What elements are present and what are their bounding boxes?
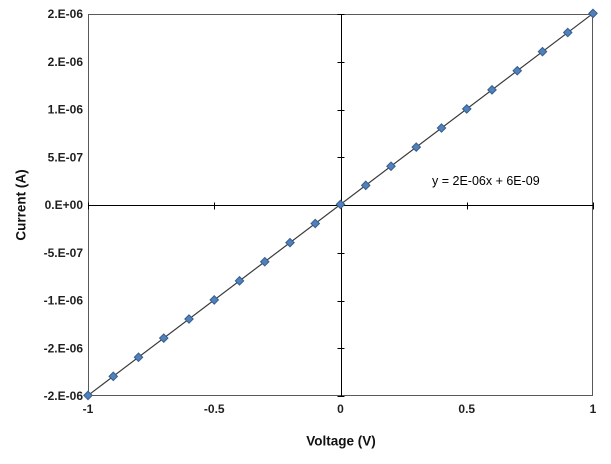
y-tick-label: -2.E-06 [44, 389, 84, 403]
x-tick-label: -0.5 [204, 402, 225, 416]
data-point-marker [108, 371, 119, 382]
data-point-marker [562, 27, 573, 38]
y-tick-label: 1.E-06 [48, 103, 84, 117]
y-axis-title: Current (A) [13, 169, 29, 241]
data-point-marker [158, 333, 169, 344]
data-point-marker [83, 390, 93, 401]
data-point-marker [588, 8, 598, 19]
x-tick-label: 1 [590, 402, 597, 416]
x-tick-label: 0.5 [458, 402, 475, 416]
data-point-marker [209, 295, 220, 305]
data-point-marker [360, 180, 371, 191]
y-tick-label: 5.E-07 [48, 150, 84, 164]
data-point-marker [234, 275, 245, 286]
y-tick-label: -1.E-06 [44, 294, 84, 308]
data-point-marker [259, 256, 270, 267]
data-point-marker [537, 46, 548, 57]
x-tick-label: 0 [337, 402, 344, 416]
data-point-marker [487, 84, 497, 95]
y-tick-label: 2.E-06 [48, 55, 84, 69]
y-tick-label: -2.E-06 [44, 341, 84, 355]
data-point-marker [133, 352, 144, 363]
data-point-marker [386, 161, 396, 172]
data-point-marker [184, 314, 194, 324]
x-axis-title: Voltage (V) [306, 433, 376, 449]
y-tick-label: 0.E+00 [45, 198, 84, 212]
data-point-marker [411, 142, 422, 153]
data-point-marker [436, 123, 447, 133]
y-tick-label: 2.E-06 [48, 7, 84, 21]
data-point-marker [285, 237, 295, 248]
trendline-equation: y = 2E-06x + 6E-09 [432, 174, 540, 188]
x-tick-label: -1 [83, 402, 94, 416]
data-point-marker [512, 65, 523, 76]
data-point-marker [461, 104, 472, 114]
data-point-marker [310, 218, 321, 229]
y-tick-label: -5.E-07 [44, 246, 84, 260]
data-point-marker [335, 199, 346, 210]
